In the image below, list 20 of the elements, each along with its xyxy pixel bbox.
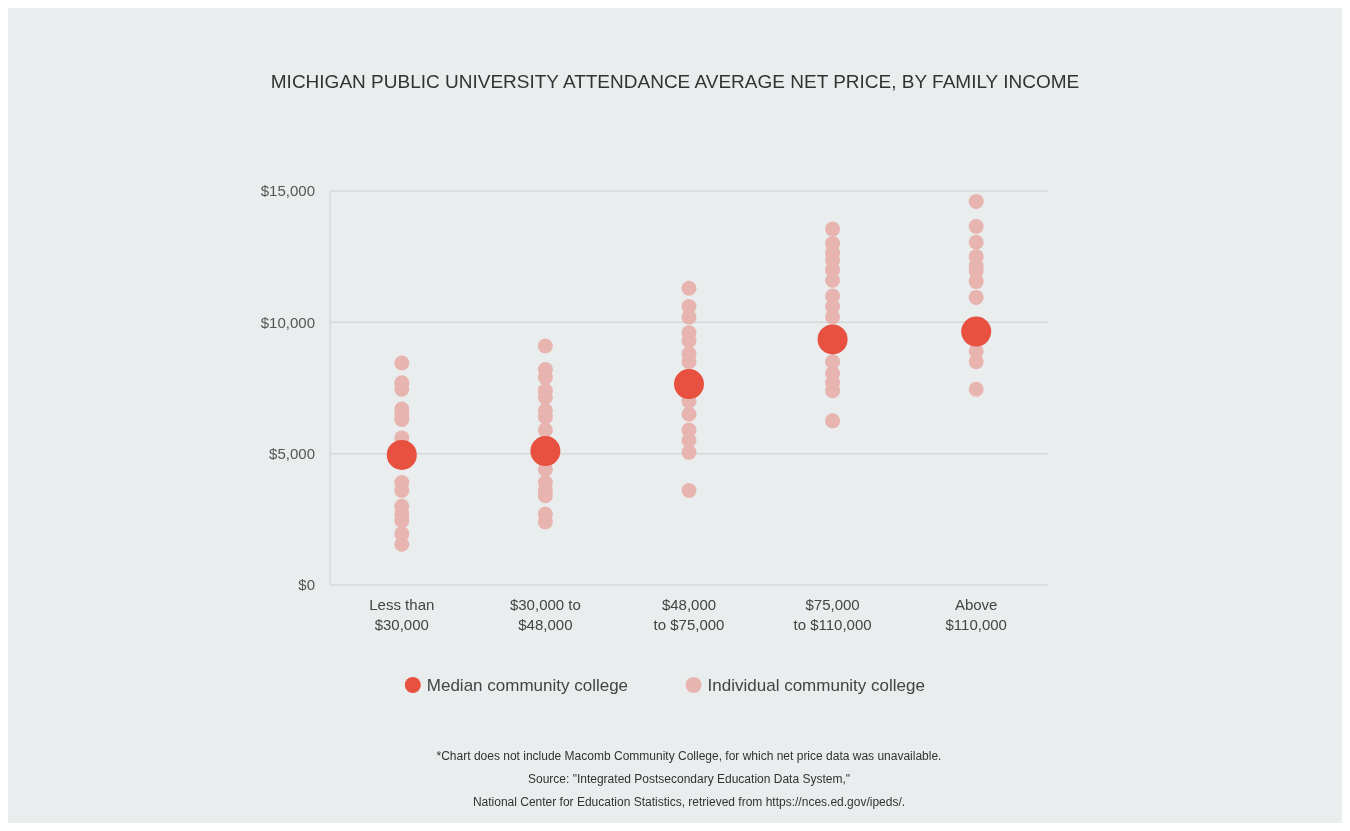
y-tick-label: $15,000 bbox=[260, 182, 315, 200]
x-tick-label: Above $110,000 bbox=[945, 596, 1007, 633]
x-tick-label: $30,000 to $48,000 bbox=[509, 596, 581, 633]
y-tick-label: $5,000 bbox=[269, 444, 315, 462]
text: National Center for Education Statistics, retrieved from https://nces.ed.gov/ipeds/. bbox=[472, 795, 906, 809]
source-note: Source: "Integrated Postsecondary Education Data System," bbox=[527, 772, 851, 786]
point bbox=[817, 324, 848, 355]
y-tick-label: $0 bbox=[298, 576, 315, 594]
x-tick-label: $48,000 to $75,000 bbox=[653, 596, 725, 633]
text: *Chart does not include Macomb Community College, for which net price data was unavailable. bbox=[436, 749, 942, 763]
chart-title: MICHIGAN PUBLIC UNIVERSITY ATTENDANCE AVERAGE NET PRICE, BY FAMILY INCOME bbox=[270, 71, 1080, 92]
point bbox=[961, 316, 992, 347]
legend-label: Individual community college bbox=[707, 675, 925, 695]
x-tick-label: Less than $30,000 bbox=[369, 596, 435, 633]
x-tick-label: $75,000 to $110,000 bbox=[793, 596, 872, 633]
point bbox=[530, 436, 561, 467]
y-tick-label: $10,000 bbox=[260, 313, 315, 331]
point bbox=[386, 439, 417, 470]
legend-label: Median community college bbox=[426, 675, 629, 695]
point bbox=[674, 369, 704, 400]
